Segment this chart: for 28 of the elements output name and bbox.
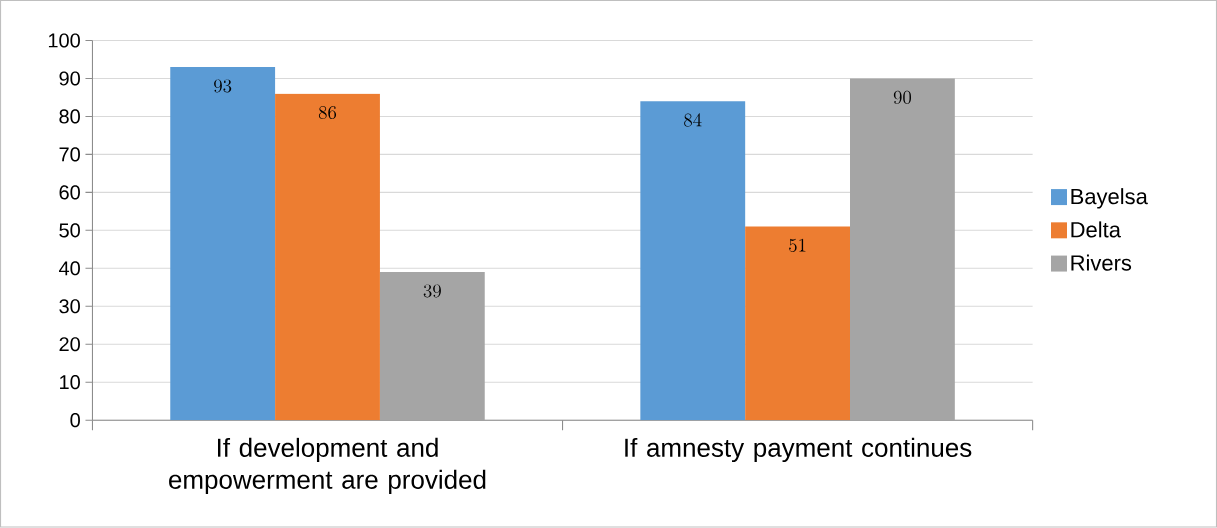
- bar: [379, 272, 485, 421]
- y-tick-label: 40: [58, 261, 80, 276]
- y-tick-label: 10: [60, 375, 80, 390]
- y-tick-label: 20: [59, 337, 80, 352]
- legend-label: Rivers: [1071, 254, 1132, 271]
- y-tick-label: 60: [59, 185, 80, 200]
- legend-label: Bayelsa: [1071, 188, 1148, 209]
- data-label: 84: [684, 113, 702, 127]
- x-tick-label: If amnesty payment continues: [625, 438, 972, 463]
- legend-label: Delta: [1071, 221, 1121, 238]
- data-label: 93: [214, 79, 232, 93]
- y-tick-label: 70: [59, 147, 80, 162]
- bar: [850, 78, 955, 421]
- x-tick-label: If development and empowerment are provided: [169, 438, 486, 495]
- bar: [745, 226, 850, 421]
- bar: [275, 93, 380, 421]
- data-label: 51: [789, 239, 806, 253]
- y-tick-label: 0: [70, 413, 80, 428]
- data-label: 86: [318, 106, 337, 120]
- y-tick-label: 30: [59, 299, 80, 314]
- data-label: 90: [893, 90, 911, 105]
- bar: [170, 67, 276, 421]
- data-label: 39: [423, 284, 441, 298]
- y-tick-label: 80: [59, 109, 80, 124]
- y-tick-label: 100: [48, 33, 80, 48]
- y-tick-label: 50: [59, 223, 80, 238]
- bar: [640, 101, 746, 421]
- y-tick-label: 90: [59, 71, 80, 86]
